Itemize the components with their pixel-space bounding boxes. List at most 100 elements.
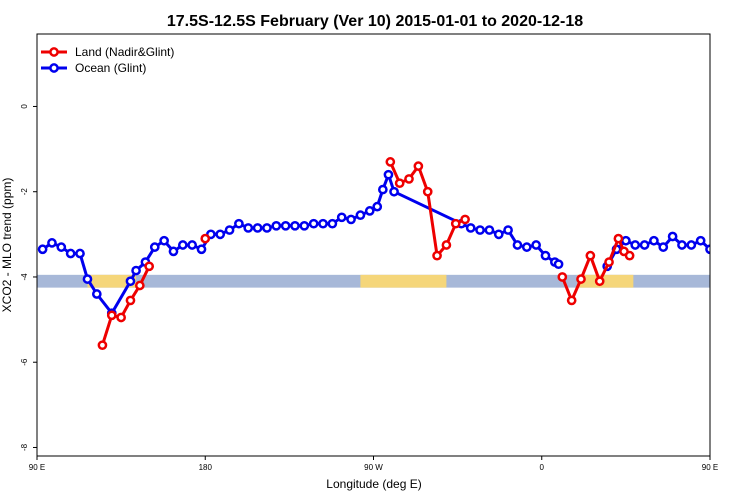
series-ocean-point <box>149 242 160 252</box>
series-land-point <box>106 310 117 321</box>
series-ocean-point <box>308 218 319 229</box>
series-ocean-point <box>372 201 383 212</box>
series-ocean-point <box>658 242 669 252</box>
series-land-point <box>594 276 605 287</box>
land-band-0 <box>87 274 137 288</box>
x-axis-label: Longitude (deg E) <box>326 477 421 491</box>
series-land-point <box>450 218 461 229</box>
series-ocean-point <box>47 238 57 248</box>
series-ocean-point <box>503 225 513 235</box>
series-ocean-point <box>271 220 282 231</box>
series-land-point <box>116 312 126 323</box>
legend-marker-land <box>49 47 59 57</box>
series-ocean-point <box>131 265 141 276</box>
x-tick-label-1: 180 <box>199 463 213 472</box>
series-ocean-point <box>280 220 291 231</box>
series-ocean-line-0 <box>41 173 560 315</box>
series-land-point <box>394 178 405 189</box>
series-ocean-point <box>299 220 310 231</box>
y-tick-label-3: -6 <box>20 358 29 366</box>
series-ocean-point <box>37 244 48 255</box>
series-land-point <box>413 161 424 171</box>
series-ocean-point <box>355 210 366 221</box>
series-ocean-point <box>262 223 272 233</box>
series-land-point <box>557 272 568 282</box>
y-tick-label-4: -8 <box>20 443 29 451</box>
series-ocean-point <box>125 276 136 287</box>
series-land-point <box>460 214 470 225</box>
series-land-point <box>613 233 624 244</box>
series-ocean-point <box>531 240 541 250</box>
x-tick-label-2: 90 W <box>364 463 383 472</box>
series-ocean-point <box>744 250 750 257</box>
chart-title: 17.5S-12.5S February (Ver 10) 2015-01-01… <box>167 13 583 30</box>
series-ocean-point <box>364 206 375 216</box>
series-land-point <box>422 186 433 197</box>
series-ocean-point <box>475 225 485 235</box>
legend-marker-ocean <box>49 63 59 73</box>
series-land-point <box>576 274 586 284</box>
series-ocean-point <box>649 235 659 246</box>
series-layer <box>37 157 750 351</box>
series-ocean-point <box>493 229 504 240</box>
legend-item-ocean: Ocean (Glint) <box>41 61 146 75</box>
surface-band <box>37 274 710 288</box>
y-axis: 0 -2 -4 -6 -8 <box>20 104 37 451</box>
series-ocean-point <box>389 186 399 197</box>
series-ocean-point <box>75 248 85 259</box>
series-ocean-point <box>677 240 687 250</box>
series-ocean-point <box>377 184 388 195</box>
series-land-point <box>385 157 396 167</box>
series-land-point <box>200 233 211 244</box>
y-tick-label-0: 0 <box>20 104 29 109</box>
series-ocean-point <box>639 240 650 250</box>
series-ocean-point <box>336 212 347 223</box>
series-ocean-point <box>716 241 723 248</box>
y-tick-label-2: -4 <box>20 273 29 281</box>
series-ocean-point <box>318 218 328 229</box>
series-ocean-point <box>177 240 188 250</box>
series-ocean-point <box>383 169 394 180</box>
series-ocean-point <box>465 223 476 233</box>
series-land-point <box>432 250 442 261</box>
series-land-point <box>604 257 614 267</box>
series-land-point <box>566 295 577 306</box>
series-land-point <box>404 174 414 184</box>
series-ocean-point <box>512 240 523 250</box>
series-ocean-point <box>91 289 102 299</box>
series-ocean-point <box>65 248 76 259</box>
plot-frame <box>36 33 711 457</box>
series-ocean-point <box>224 225 235 235</box>
land-band-2 <box>577 274 634 288</box>
series-land-point <box>441 240 452 250</box>
series-ocean-point <box>290 220 300 231</box>
series-ocean-point <box>159 235 169 246</box>
series-ocean-point <box>621 235 631 246</box>
series-ocean-point <box>243 223 254 233</box>
series-ocean-point <box>725 246 732 253</box>
series-ocean-point <box>553 259 564 270</box>
series-land-point <box>585 250 596 261</box>
series-ocean-point <box>540 250 551 261</box>
y-tick-label-1: -2 <box>20 188 29 196</box>
series-ocean-point <box>252 223 263 233</box>
legend-item-land: Land (Nadir&Glint) <box>41 45 174 59</box>
series-ocean-point <box>234 218 244 229</box>
y-axis-label: XCO2 - MLO trend (ppm) <box>0 178 14 313</box>
series-land <box>97 157 635 351</box>
series-land-point <box>125 295 136 306</box>
series-ocean-point <box>82 274 93 284</box>
x-tick-label-4: 90 E <box>702 463 718 472</box>
series-ocean-point <box>734 250 741 257</box>
series-ocean-point <box>215 229 226 240</box>
series-ocean-point <box>630 240 641 250</box>
series-ocean-point <box>705 244 710 255</box>
series-ocean-point <box>196 244 207 255</box>
series-ocean-point <box>484 225 495 235</box>
land-band-1 <box>360 274 447 288</box>
series-ocean <box>37 169 750 319</box>
series-land-point <box>144 261 155 272</box>
x-axis: 90 E 180 90 W 0 90 E <box>29 456 718 472</box>
legend: Land (Nadir&Glint) Ocean (Glint) <box>41 45 174 75</box>
